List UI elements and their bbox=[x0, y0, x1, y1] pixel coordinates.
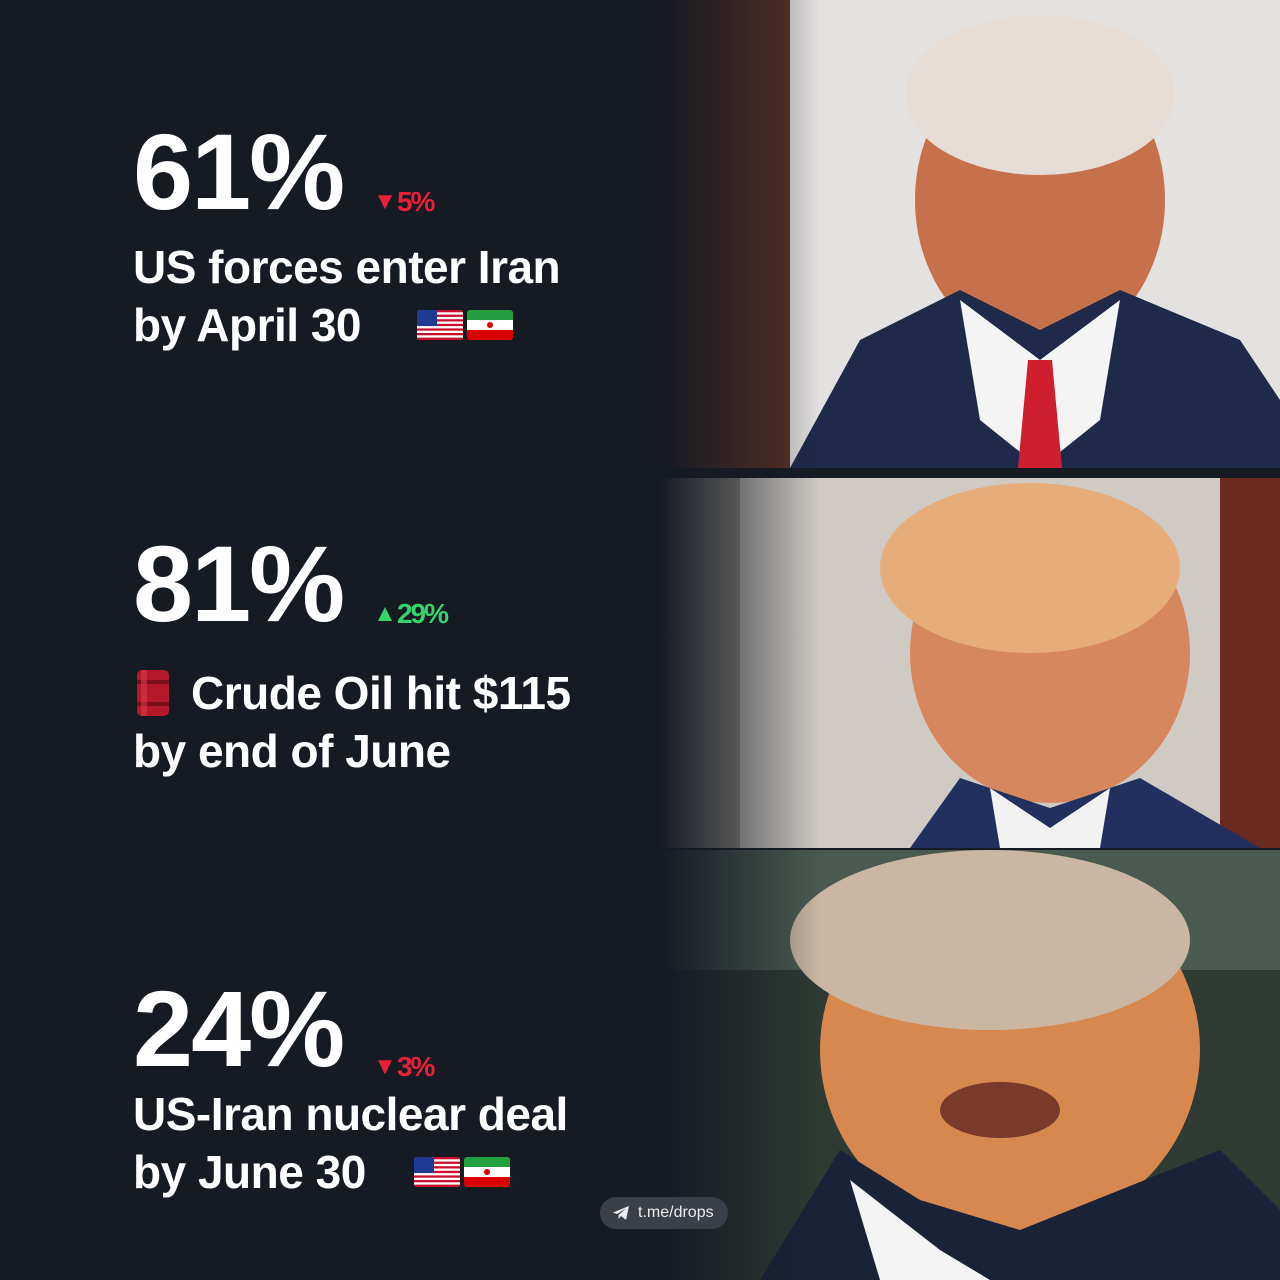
down-arrow-icon: ▼ bbox=[373, 1053, 397, 1080]
market-title-line1-row: Crude Oil hit $115 bbox=[133, 664, 571, 722]
market-title-line2: by end of June bbox=[133, 725, 451, 777]
change-indicator: ▼ 3% bbox=[373, 1051, 435, 1082]
change-indicator: ▲ 29% bbox=[373, 598, 449, 629]
badge-text: t.me/drops bbox=[638, 1204, 714, 1221]
percent-row: 61% ▼ 5% bbox=[133, 118, 560, 226]
change-value: 3% bbox=[396, 1051, 435, 1082]
change-indicator: ▼ 5% bbox=[373, 186, 435, 217]
up-arrow-icon: ▲ bbox=[373, 600, 397, 627]
flags bbox=[416, 310, 513, 340]
market-title-line1: Crude Oil hit $115 bbox=[191, 667, 571, 719]
market-item-3: 24% ▼ 3% US-Iran nuclear deal by June 30 bbox=[133, 975, 568, 1201]
change-value: 29% bbox=[396, 598, 449, 629]
change-value: 5% bbox=[396, 186, 435, 217]
us-flag-icon bbox=[416, 310, 463, 340]
percent-row: 81% ▲ 29% bbox=[133, 530, 571, 638]
down-arrow-icon: ▼ bbox=[373, 188, 397, 215]
percent-row: 24% ▼ 3% bbox=[133, 975, 568, 1083]
probability-value: 81% bbox=[133, 523, 345, 644]
us-flag-icon bbox=[413, 1157, 460, 1187]
probability-value: 61% bbox=[133, 111, 345, 232]
market-title-line1: US forces enter Iran bbox=[133, 241, 561, 293]
iran-flag-icon bbox=[466, 310, 513, 340]
oil-barrel-icon bbox=[137, 670, 169, 716]
iran-flag-icon bbox=[463, 1157, 510, 1187]
market-title-line1: US-Iran nuclear deal bbox=[133, 1088, 568, 1140]
flags bbox=[413, 1157, 510, 1187]
market-title-line2: by June 30 bbox=[133, 1146, 366, 1198]
photo-panel-1 bbox=[660, 0, 1280, 468]
market-item-2: 81% ▲ 29% Crude Oil hit $115 by end of J… bbox=[133, 530, 571, 780]
market-title-line2-row: by June 30 bbox=[133, 1143, 568, 1201]
telegram-icon bbox=[613, 1206, 629, 1220]
probability-value: 24% bbox=[133, 968, 345, 1089]
telegram-link-badge[interactable]: t.me/drops bbox=[600, 1197, 728, 1229]
photo-panel-3 bbox=[660, 850, 1280, 1280]
photo-panel-2 bbox=[660, 478, 1280, 848]
market-title-line2-row: by April 30 bbox=[133, 296, 560, 354]
market-item-1: 61% ▼ 5% US forces enter Iran by April 3… bbox=[133, 118, 561, 354]
market-title-line2: by April 30 bbox=[133, 299, 361, 351]
